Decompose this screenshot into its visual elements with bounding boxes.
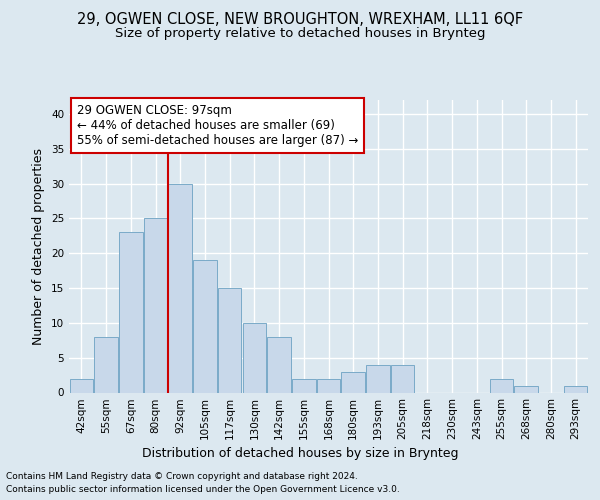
Text: 29 OGWEN CLOSE: 97sqm
← 44% of detached houses are smaller (69)
55% of semi-deta: 29 OGWEN CLOSE: 97sqm ← 44% of detached … (77, 104, 358, 148)
Bar (391, 364, 415, 392)
Bar (193, 260, 217, 392)
Bar (169, 184, 192, 392)
Text: Size of property relative to detached houses in Brynteg: Size of property relative to detached ho… (115, 28, 485, 40)
Bar (70, 378, 93, 392)
Bar (218, 288, 241, 393)
Text: Contains HM Land Registry data © Crown copyright and database right 2024.: Contains HM Land Registry data © Crown c… (6, 472, 358, 481)
Bar (564, 386, 587, 392)
Text: Distribution of detached houses by size in Brynteg: Distribution of detached houses by size … (142, 448, 458, 460)
Y-axis label: Number of detached properties: Number of detached properties (32, 148, 46, 345)
Bar (119, 232, 143, 392)
Bar (242, 323, 266, 392)
Bar (268, 337, 291, 392)
Bar (94, 337, 118, 392)
Bar (292, 378, 316, 392)
Bar (366, 364, 389, 392)
Bar (144, 218, 167, 392)
Bar (514, 386, 538, 392)
Text: Contains public sector information licensed under the Open Government Licence v3: Contains public sector information licen… (6, 485, 400, 494)
Bar (317, 378, 340, 392)
Text: 29, OGWEN CLOSE, NEW BROUGHTON, WREXHAM, LL11 6QF: 29, OGWEN CLOSE, NEW BROUGHTON, WREXHAM,… (77, 12, 523, 28)
Bar (490, 378, 513, 392)
Bar (341, 372, 365, 392)
